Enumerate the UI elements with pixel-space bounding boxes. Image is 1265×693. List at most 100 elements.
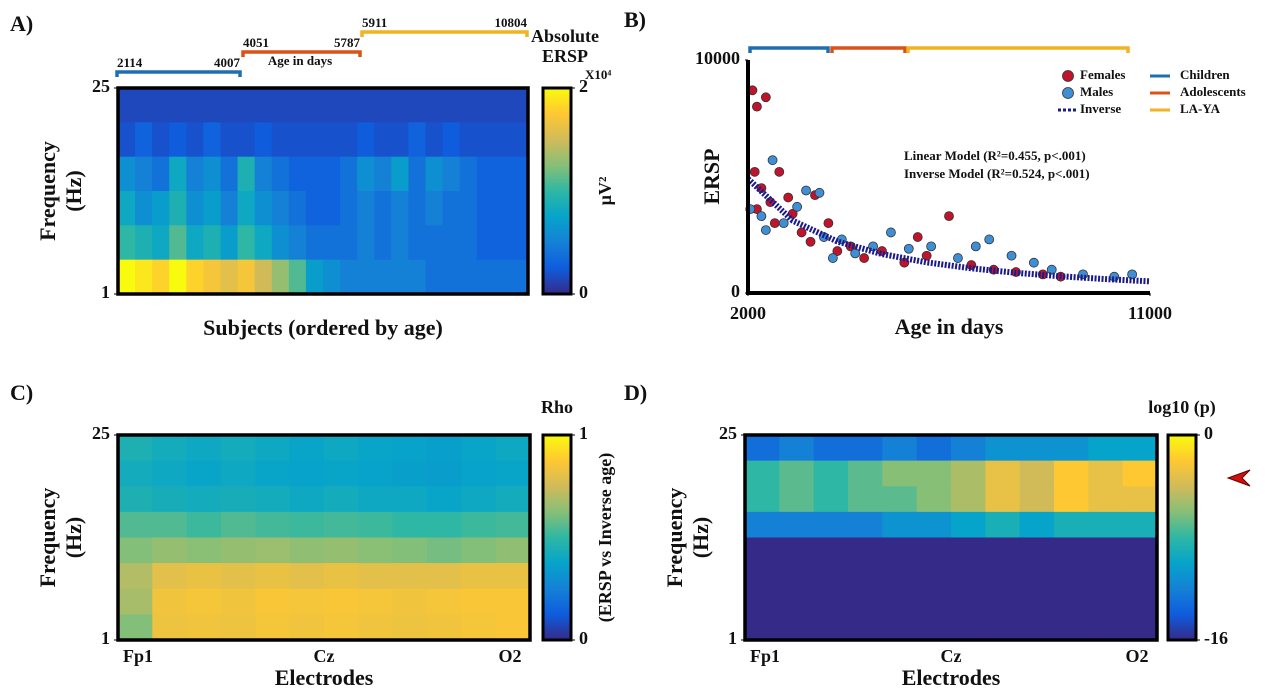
heatmap-cell bbox=[392, 588, 428, 615]
heatmap-cell bbox=[427, 511, 462, 539]
heatmap-cell bbox=[135, 225, 153, 261]
heatmap-cell bbox=[1019, 435, 1055, 462]
heatmap-cell bbox=[118, 88, 136, 123]
heatmap-cell bbox=[476, 225, 495, 261]
colorbar-tick-label: 1 bbox=[579, 423, 588, 443]
heatmap-cell bbox=[459, 191, 478, 226]
heatmap-cell bbox=[221, 511, 256, 539]
heatmap-cell bbox=[848, 588, 883, 615]
heatmap-cell bbox=[374, 88, 392, 123]
heatmap-cell bbox=[169, 225, 187, 261]
heatmap-cell bbox=[271, 225, 290, 261]
heatmap-cell bbox=[1054, 614, 1089, 641]
legend-marker bbox=[1062, 87, 1074, 99]
heatmap-cell bbox=[391, 259, 410, 295]
heatmap-cell bbox=[169, 122, 187, 158]
heatmap-cell bbox=[391, 156, 410, 192]
heatmap-cell bbox=[985, 614, 1021, 641]
heatmap-cell bbox=[408, 156, 427, 192]
heatmap-cell bbox=[391, 88, 410, 123]
heatmap-cell bbox=[152, 537, 188, 564]
heatmap-cell bbox=[461, 563, 497, 590]
heatmap-cell bbox=[358, 460, 394, 487]
data-point bbox=[903, 243, 914, 254]
heatmap-cell bbox=[221, 435, 256, 462]
heatmap-cell bbox=[427, 486, 462, 513]
heatmap-cell bbox=[985, 588, 1021, 615]
heatmap-cell bbox=[220, 259, 239, 295]
heatmap-cell bbox=[135, 122, 153, 158]
heatmap-cell bbox=[848, 563, 883, 590]
heatmap-cell bbox=[340, 88, 358, 123]
heatmap-cell bbox=[408, 122, 427, 158]
y-tick-label: 0 bbox=[731, 281, 740, 301]
y-tick-label: 25 bbox=[92, 76, 110, 96]
heatmap-cell bbox=[1019, 588, 1055, 615]
heatmap-cell bbox=[1122, 460, 1158, 487]
heatmap-cell bbox=[442, 191, 461, 226]
heatmap-cell bbox=[358, 511, 394, 539]
heatmap-cell bbox=[374, 225, 392, 261]
data-point bbox=[1078, 269, 1088, 280]
heatmap-cell bbox=[203, 88, 222, 123]
heatmap-cell bbox=[323, 122, 341, 158]
heatmap-cell bbox=[237, 259, 256, 295]
heatmap-cell bbox=[425, 225, 444, 261]
heatmap-cell bbox=[237, 88, 256, 123]
data-point bbox=[953, 253, 963, 263]
heatmap-cell bbox=[425, 191, 444, 226]
colorbar-tick-label: -16 bbox=[1204, 628, 1228, 648]
heatmap-cell bbox=[374, 122, 392, 158]
heatmap-cell bbox=[493, 259, 512, 295]
heatmap-cell bbox=[305, 191, 324, 226]
heatmap-cell bbox=[510, 191, 529, 226]
heatmap-cell bbox=[779, 588, 815, 615]
data-point bbox=[814, 187, 825, 198]
colorbar bbox=[1166, 433, 1198, 642]
colorbar bbox=[541, 86, 573, 296]
heatmap-cell bbox=[203, 156, 222, 192]
plot-frame bbox=[116, 433, 532, 642]
heatmap-cell bbox=[324, 537, 359, 564]
heatmap-cell bbox=[186, 259, 205, 295]
heatmap-cell bbox=[442, 259, 461, 295]
heatmap-cell bbox=[289, 486, 325, 513]
heatmap-cell bbox=[1054, 486, 1089, 513]
heatmap-cell bbox=[1019, 563, 1055, 590]
heatmap-cell bbox=[495, 511, 531, 539]
heatmap-cell bbox=[135, 259, 153, 295]
panel-label: A) bbox=[10, 11, 33, 36]
heatmap-cell bbox=[237, 225, 256, 261]
heatmap-cell bbox=[152, 122, 170, 158]
colorbar-title: Absolute ERSP bbox=[531, 26, 599, 66]
heatmap-cell bbox=[461, 460, 497, 487]
heatmap-cell bbox=[221, 537, 256, 564]
heatmap-cell bbox=[408, 259, 427, 295]
y-axis-label: Frequency(Hz) bbox=[662, 488, 713, 588]
heatmap-cell bbox=[271, 156, 290, 192]
heatmap-cell bbox=[169, 156, 187, 192]
heatmap-cell bbox=[374, 259, 392, 295]
age-bracket bbox=[241, 50, 362, 57]
heatmap-cell bbox=[324, 460, 359, 487]
age-bracket bbox=[115, 70, 242, 77]
heatmap-cell bbox=[220, 156, 239, 192]
x-tick-label: Fp1 bbox=[750, 646, 780, 666]
heatmap-cell bbox=[186, 191, 205, 226]
y-axis-label: ERSP bbox=[699, 148, 724, 204]
heatmap-cell bbox=[1122, 537, 1158, 564]
heatmap-cell bbox=[1019, 511, 1055, 539]
heatmap-cell bbox=[461, 537, 497, 564]
heatmap-cell bbox=[427, 614, 462, 641]
heatmap-cell bbox=[813, 537, 849, 564]
heatmap-cell bbox=[495, 563, 531, 590]
heatmap-cell bbox=[951, 537, 986, 564]
heatmap-cell bbox=[745, 511, 780, 539]
heatmap-cell bbox=[882, 486, 918, 513]
colorbar bbox=[541, 433, 573, 642]
heatmap-cell bbox=[392, 511, 428, 539]
heatmap-cell bbox=[152, 460, 188, 487]
data-point bbox=[1006, 250, 1017, 261]
data-point bbox=[801, 185, 811, 196]
heatmap-cell bbox=[186, 156, 205, 192]
